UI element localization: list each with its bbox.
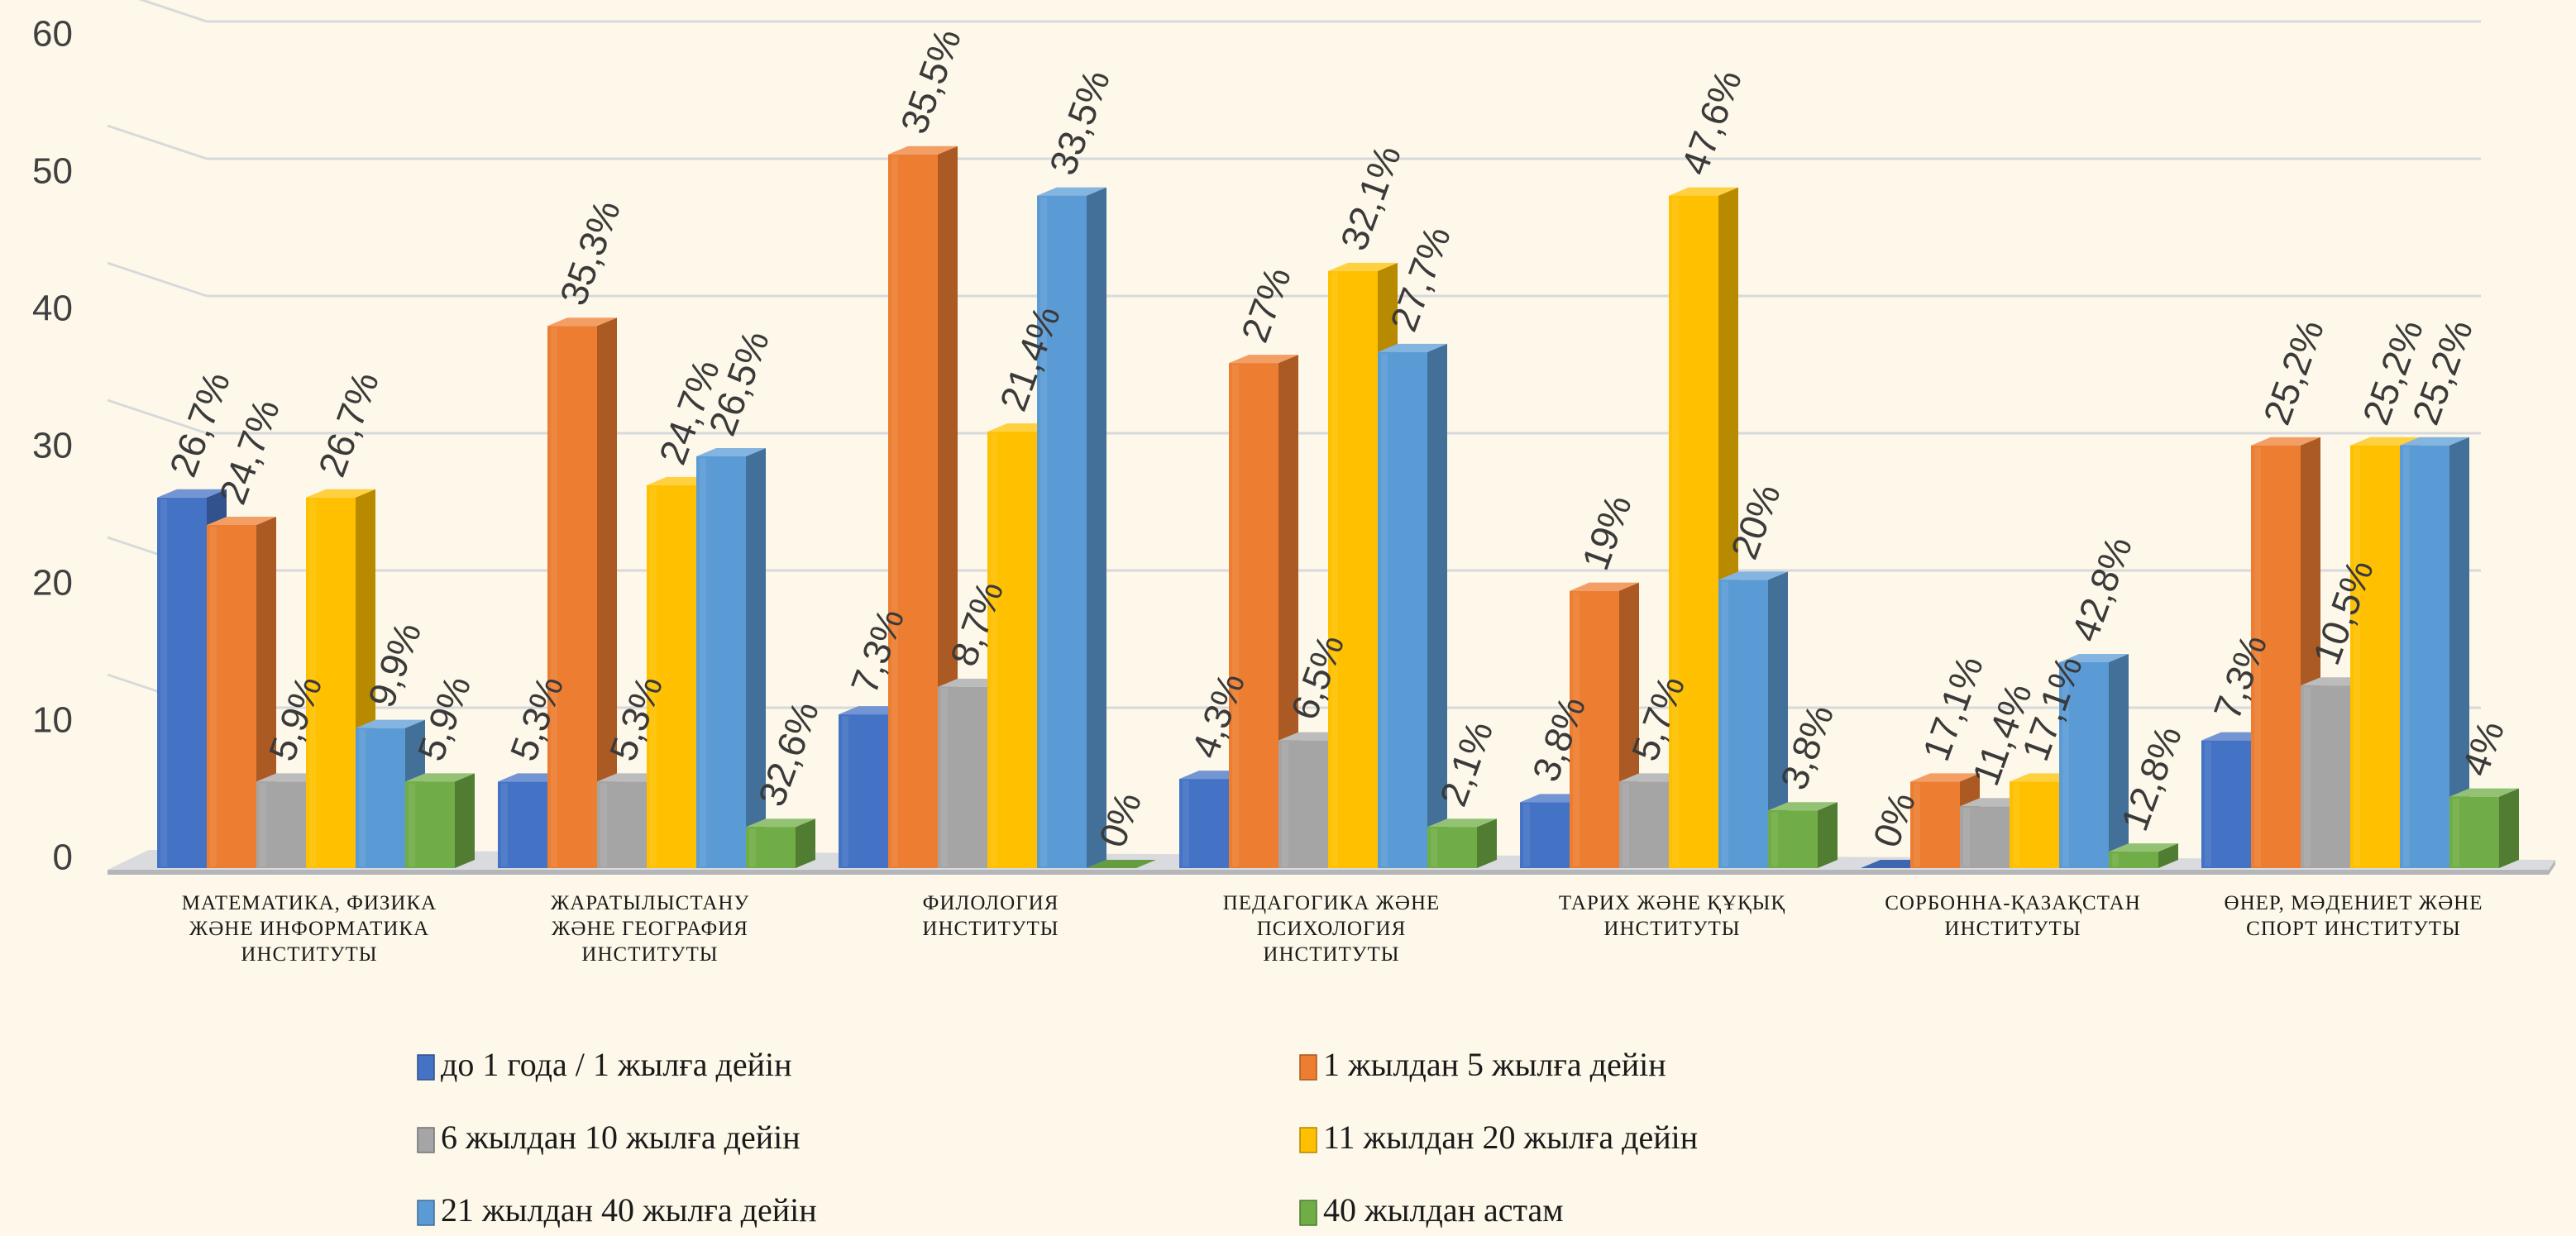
legend-item: до 1 года / 1 жылға дейін	[417, 1046, 792, 1083]
category-labels: МАТЕМАТИКА, ФИЗИКА ЖӘНЕ ИНФОРМАТИКА ИНСТИТ…	[182, 892, 2483, 966]
legend-swatch	[417, 1200, 435, 1226]
legend-item: 11 жылдан 20 жылға дейін	[1299, 1119, 1698, 1156]
bar	[1037, 187, 1106, 869]
bar	[1768, 802, 1838, 868]
bar	[547, 317, 617, 868]
category-label: МАТЕМАТИКА, ФИЗИКА ЖӘНЕ ИНФОРМАТИКА ИНСТИТ…	[182, 892, 437, 966]
data-label: 27%	[1233, 261, 1299, 347]
legend: до 1 года / 1 жылға дейін 1 жылдан 5 жылғ…	[417, 1046, 1698, 1229]
bar	[207, 517, 276, 868]
data-label: 42,8%	[2063, 531, 2140, 647]
legend-label: 6 жылдан 10 жылға дейін	[441, 1119, 801, 1156]
data-label: 19%	[1574, 489, 1640, 575]
data-label: 32,1%	[1332, 140, 1409, 255]
legend-swatch	[1299, 1200, 1317, 1226]
bar	[696, 448, 766, 868]
bar	[2449, 788, 2519, 868]
category-label: ТАРИХ ЖӘНЕ ҚҰҚЫҚ ИНСТИТУТЫ	[1559, 892, 1785, 940]
bar	[2059, 654, 2129, 868]
legend-label: 40 жылдан астам	[1323, 1191, 1564, 1229]
bar	[1718, 571, 1788, 868]
data-label: 25,2%	[2255, 314, 2332, 430]
category-label: ПЕДАГОГИКА ЖӘНЕ ПСИХОЛОГИЯ ИНСТИТУТЫ	[1223, 892, 1441, 966]
legend-label: 21 жылдан 40 жылға дейін	[441, 1191, 817, 1229]
bar	[306, 489, 375, 868]
data-label: 26,7%	[310, 366, 387, 482]
category-label: СОРБОННА-ҚАЗАҚСТАН ИНСТИТУТЫ	[1885, 892, 2141, 940]
y-axis-ticks: 0 10 20 30 40 50 60	[32, 14, 73, 878]
y-tick-label: 30	[32, 426, 73, 466]
y-tick-label: 50	[32, 151, 73, 192]
category-label: ФИЛОЛОГИЯ ИНСТИТУТЫ	[922, 892, 1059, 940]
data-label: 35,3%	[552, 194, 628, 310]
category-label: ӨНЕР, МӘДЕНИЕТ ЖӘНЕ СПОРТ ИНСТИТУТЫ	[2225, 892, 2483, 940]
y-tick-label: 20	[32, 563, 73, 604]
legend-swatch	[417, 1054, 435, 1081]
floor-edge	[108, 860, 2555, 875]
bar	[405, 773, 475, 868]
category-label: ЖАРАТЫЛЫСТАНУ ЖӘНЕ ГЕОГРАФИЯ ИНСТИТУТЫ	[551, 892, 749, 966]
legend-swatch	[417, 1127, 435, 1153]
bar	[746, 818, 815, 868]
legend-label: 1 жылдан 5 жылға дейін	[1323, 1046, 1666, 1083]
bars	[157, 146, 2519, 869]
gridline	[107, 124, 2481, 160]
bar	[1378, 343, 1447, 869]
data-label: 33,5%	[1041, 64, 1118, 180]
bar	[2109, 843, 2178, 868]
legend-label: до 1 года / 1 жылға дейін	[441, 1046, 792, 1083]
bar	[2400, 437, 2469, 868]
legend-label: 11 жылдан 20 жылға дейін	[1323, 1119, 1698, 1156]
data-label: 35,5%	[892, 23, 969, 139]
bar	[1087, 860, 1156, 868]
y-tick-label: 10	[32, 700, 73, 741]
legend-item: 1 жылдан 5 жылға дейін	[1299, 1046, 1666, 1083]
y-tick-label: 0	[53, 838, 73, 878]
y-tick-label: 40	[32, 289, 73, 329]
legend-item: 40 жылдан астам	[1299, 1191, 1564, 1229]
data-label: 5,9%	[409, 670, 480, 766]
bar	[1427, 818, 1497, 868]
legend-swatch	[1299, 1054, 1317, 1081]
y-tick-label: 60	[32, 14, 73, 55]
legend-item: 6 жылдан 10 жылға дейін	[417, 1119, 801, 1156]
legend-swatch	[1299, 1127, 1317, 1153]
legend-item: 21 жылдан 40 жылға дейін	[417, 1191, 817, 1229]
gridline	[138, 0, 2481, 23]
data-label: 47,6%	[1673, 64, 1750, 180]
